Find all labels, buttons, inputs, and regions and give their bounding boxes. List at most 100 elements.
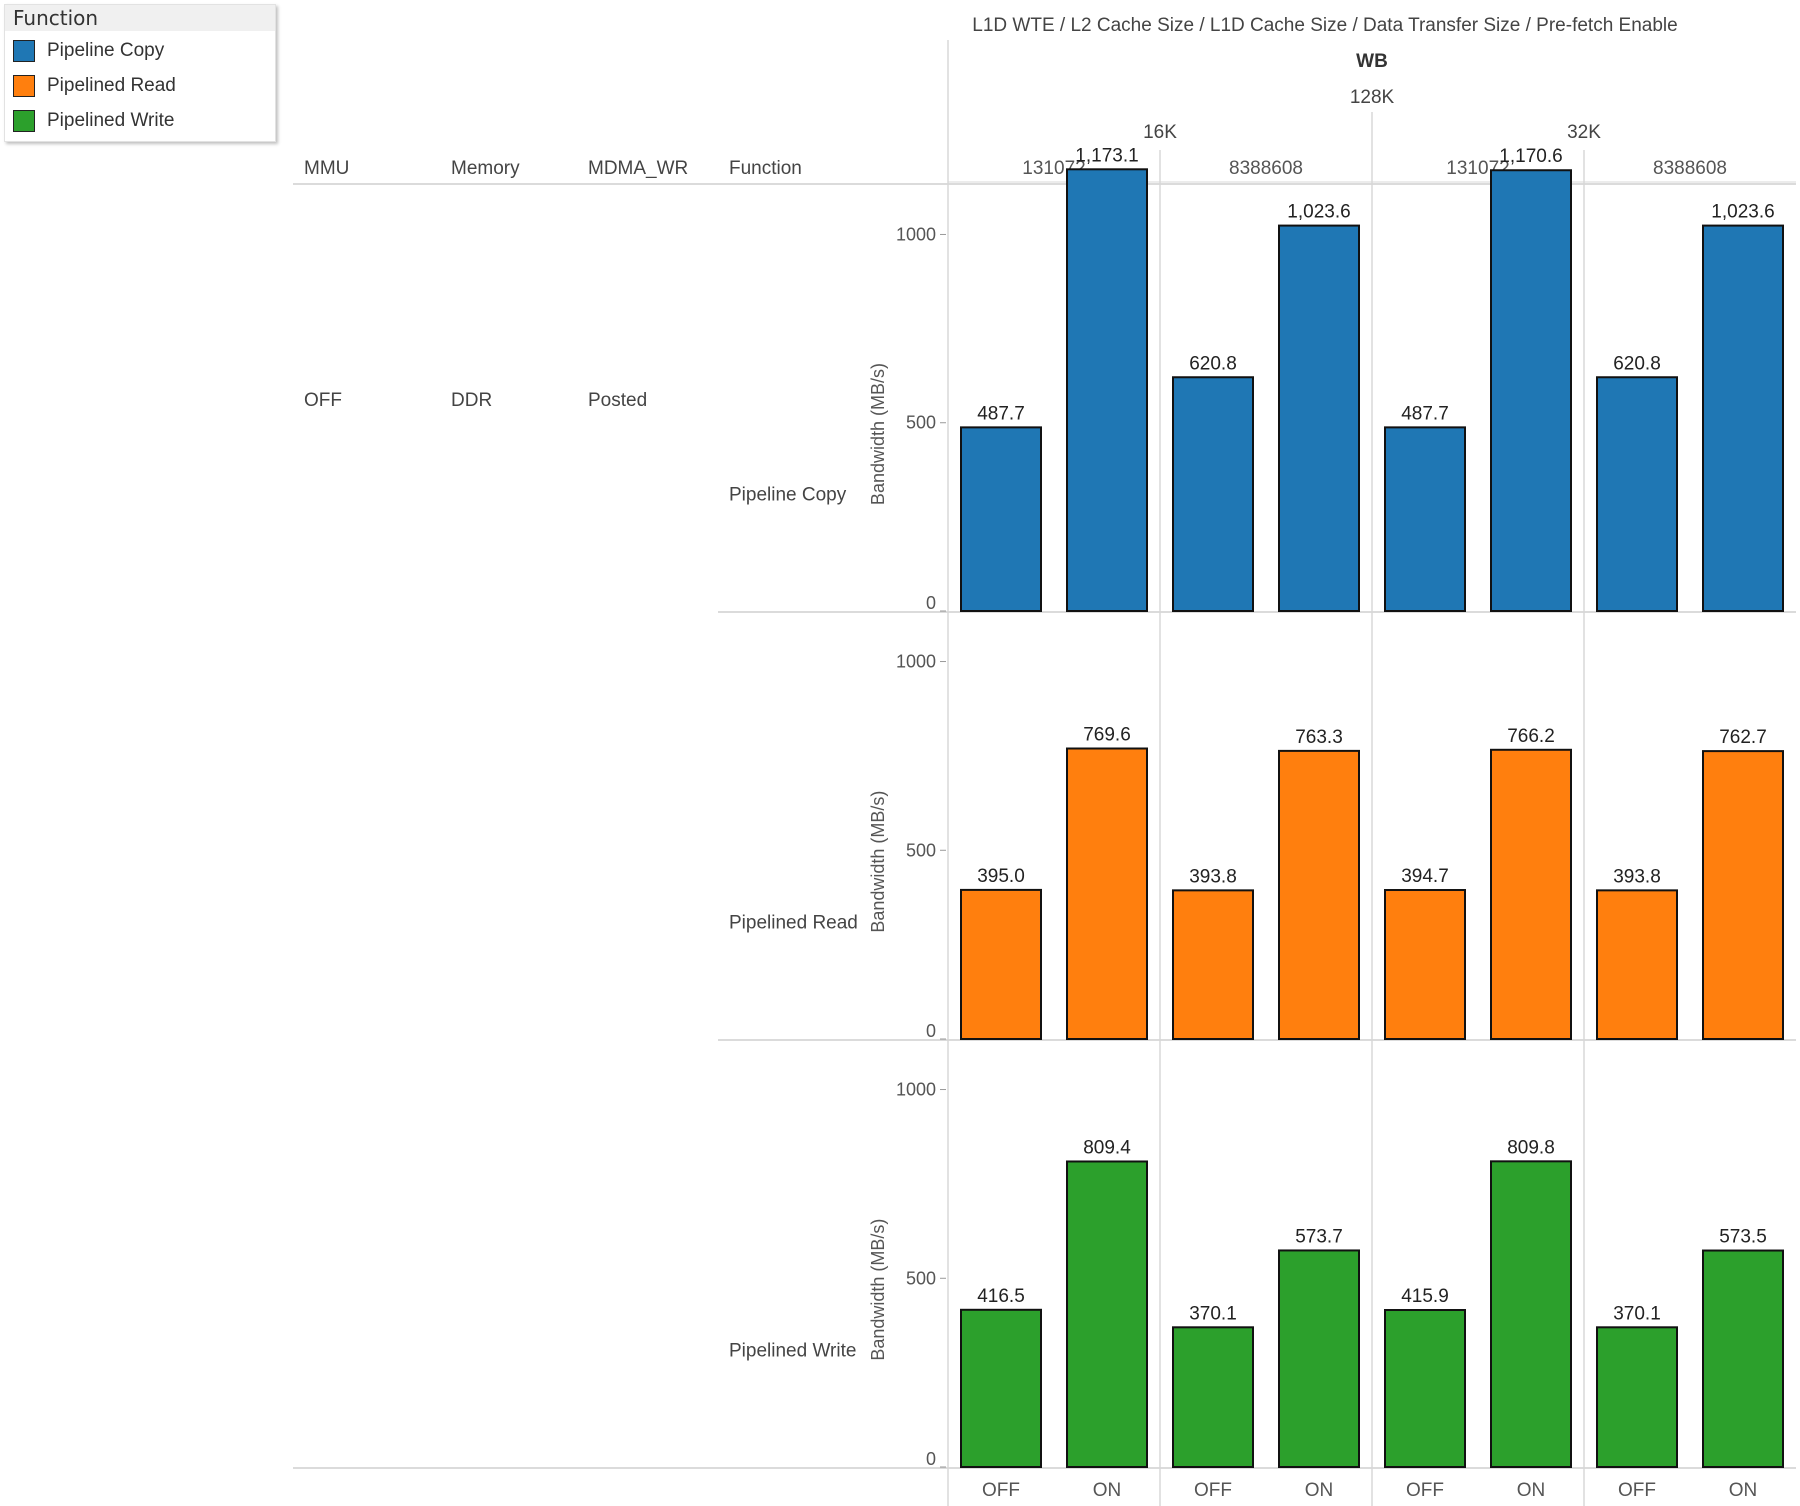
data-label-pipeline-copy-8: 1,023.6	[1711, 202, 1774, 223]
dimension-path: L1D WTE / L2 Cache Size / L1D Cache Size…	[972, 15, 1677, 36]
y-tick-label: 500	[906, 840, 936, 860]
row-header-function: Function	[729, 158, 802, 179]
y-tick-label: 0	[926, 1021, 936, 1041]
row-header-mmu: MMU	[304, 158, 349, 179]
y-axis-title: Bandwidth (MB/s)	[868, 363, 888, 505]
prefetch-label-on: ON	[1305, 1480, 1334, 1501]
y-tick-label: 0	[926, 593, 936, 613]
bar-pipelined-write-5	[1384, 1309, 1466, 1469]
data-label-pipeline-copy-5: 487.7	[1401, 403, 1449, 424]
legend-swatch-pipeline-copy	[13, 40, 35, 62]
bar-pipelined-write-1	[960, 1308, 1042, 1468]
data-label-pipeline-copy-3: 620.8	[1189, 353, 1237, 374]
data-label-pipelined-read-4: 763.3	[1295, 727, 1343, 748]
legend-title: Function	[5, 5, 275, 31]
data-label-pipeline-copy-7: 620.8	[1613, 353, 1661, 374]
data-label-pipeline-copy-1: 487.7	[977, 403, 1025, 424]
bar-pipelined-read-2	[1066, 747, 1148, 1040]
legend-label-pipeline-copy: Pipeline Copy	[47, 40, 165, 61]
panel-pipelined-read: Pipelined Read 0 500 1000 Bandwidth (MB/s) 39…	[729, 652, 1784, 1041]
prefetch-label-on: ON	[1093, 1480, 1122, 1501]
data-label-pipelined-read-6: 766.2	[1507, 726, 1555, 747]
row-header-mdma-wr: MDMA_WR	[588, 158, 688, 179]
y-tick-label: 1000	[896, 652, 936, 672]
memory-value: DDR	[451, 390, 492, 411]
legend-item-pipeline-copy[interactable]: Pipeline Copy	[13, 39, 164, 65]
data-label-pipelined-read-1: 395.0	[977, 866, 1025, 887]
y-tick-label: 500	[906, 1268, 936, 1288]
mdma-wr-value: Posted	[588, 390, 647, 411]
l1d-cache-size-16k: 16K	[1143, 122, 1177, 143]
bar-pipelined-write-6	[1490, 1160, 1572, 1468]
bar-pipelined-read-4	[1278, 749, 1360, 1040]
bar-pipeline-copy-2	[1066, 168, 1148, 613]
legend-swatch-pipelined-write	[13, 110, 35, 132]
data-label-pipelined-write-4: 573.7	[1295, 1226, 1343, 1247]
y-axis-title: Bandwidth (MB/s)	[868, 791, 888, 933]
data-label-pipelined-write-1: 416.5	[977, 1286, 1025, 1307]
prefetch-axis-labels: OFF ON OFF ON OFF ON OFF ON	[982, 1480, 1757, 1501]
prefetch-label-off: OFF	[1406, 1480, 1444, 1501]
legend-item-pipelined-read[interactable]: Pipelined Read	[13, 74, 176, 100]
data-transfer-size-8388608: 8388608	[1653, 158, 1727, 179]
panel-pipelined-write: Pipelined Write 0 500 1000 Bandwidth (MB/s) 4…	[729, 1080, 1784, 1469]
y-axis-title: Bandwidth (MB/s)	[868, 1219, 888, 1361]
data-label-pipelined-write-3: 370.1	[1189, 1303, 1237, 1324]
data-label-pipelined-read-3: 393.8	[1189, 866, 1237, 887]
legend: Function Pipeline Copy Pipelined Read Pi…	[4, 4, 276, 142]
data-label-pipelined-read-5: 394.7	[1401, 866, 1449, 887]
bar-pipelined-write-2	[1066, 1160, 1148, 1468]
l2-cache-size-header: 128K	[1350, 87, 1395, 108]
bar-pipelined-read-5	[1384, 889, 1466, 1040]
bar-pipeline-copy-8	[1702, 224, 1784, 612]
chart-panels: Pipeline Copy 0 500 1000 Bandwidth (MB/s) 487…	[729, 145, 1784, 1469]
data-label-pipelined-read-8: 762.7	[1719, 727, 1767, 748]
function-label-pipelined-write: Pipelined Write	[729, 1340, 856, 1361]
prefetch-label-off: OFF	[1618, 1480, 1656, 1501]
legend-swatch-pipelined-read	[13, 75, 35, 97]
bar-pipeline-copy-7	[1596, 376, 1678, 612]
panel-pipeline-copy: Pipeline Copy 0 500 1000 Bandwidth (MB/s) 487…	[729, 145, 1784, 613]
data-label-pipelined-write-5: 415.9	[1401, 1286, 1449, 1307]
data-label-pipeline-copy-6: 1,170.6	[1499, 146, 1562, 167]
prefetch-label-off: OFF	[1194, 1480, 1232, 1501]
y-tick-label: 0	[926, 1449, 936, 1469]
bar-pipelined-read-7	[1596, 889, 1678, 1040]
legend-label-pipelined-write: Pipelined Write	[47, 110, 175, 131]
bar-pipelined-write-7	[1596, 1326, 1678, 1469]
data-label-pipeline-copy-4: 1,023.6	[1287, 202, 1350, 223]
bar-pipeline-copy-5	[1384, 426, 1466, 612]
data-label-pipeline-copy-2: 1,173.1	[1075, 145, 1138, 166]
bar-pipeline-copy-6	[1490, 169, 1572, 613]
bar-pipelined-write-8	[1702, 1249, 1784, 1468]
row-header-memory: Memory	[451, 158, 520, 179]
data-label-pipelined-write-6: 809.8	[1507, 1137, 1555, 1158]
y-tick-label: 500	[906, 413, 936, 433]
function-label-pipeline-copy: Pipeline Copy	[729, 485, 847, 506]
y-tick-label: 1000	[896, 224, 936, 244]
data-label-pipelined-write-8: 573.5	[1719, 1227, 1767, 1248]
data-label-pipelined-write-7: 370.1	[1613, 1303, 1661, 1324]
bar-pipelined-write-4	[1278, 1249, 1360, 1469]
legend-item-pipelined-write[interactable]: Pipelined Write	[13, 109, 174, 135]
prefetch-label-on: ON	[1517, 1480, 1546, 1501]
mmu-value: OFF	[304, 390, 342, 411]
bar-pipeline-copy-3	[1172, 376, 1254, 612]
legend-label-pipelined-read: Pipelined Read	[47, 75, 176, 96]
y-tick-label: 1000	[896, 1080, 936, 1100]
data-label-pipelined-read-2: 769.6	[1083, 725, 1131, 746]
data-transfer-size-8388608: 8388608	[1229, 158, 1303, 179]
bar-pipelined-read-3	[1172, 889, 1254, 1040]
bar-pipelined-write-3	[1172, 1326, 1254, 1469]
data-label-pipelined-write-2: 809.4	[1083, 1137, 1131, 1158]
prefetch-label-off: OFF	[982, 1480, 1020, 1501]
bar-pipelined-read-1	[960, 888, 1042, 1041]
bar-pipeline-copy-1	[960, 426, 1042, 612]
l1d-wte-header: WB	[1356, 51, 1388, 72]
prefetch-label-on: ON	[1729, 1480, 1758, 1501]
l1d-cache-size-32k: 32K	[1567, 122, 1601, 143]
function-label-pipelined-read: Pipelined Read	[729, 912, 858, 933]
bar-pipelined-read-8	[1702, 750, 1784, 1040]
